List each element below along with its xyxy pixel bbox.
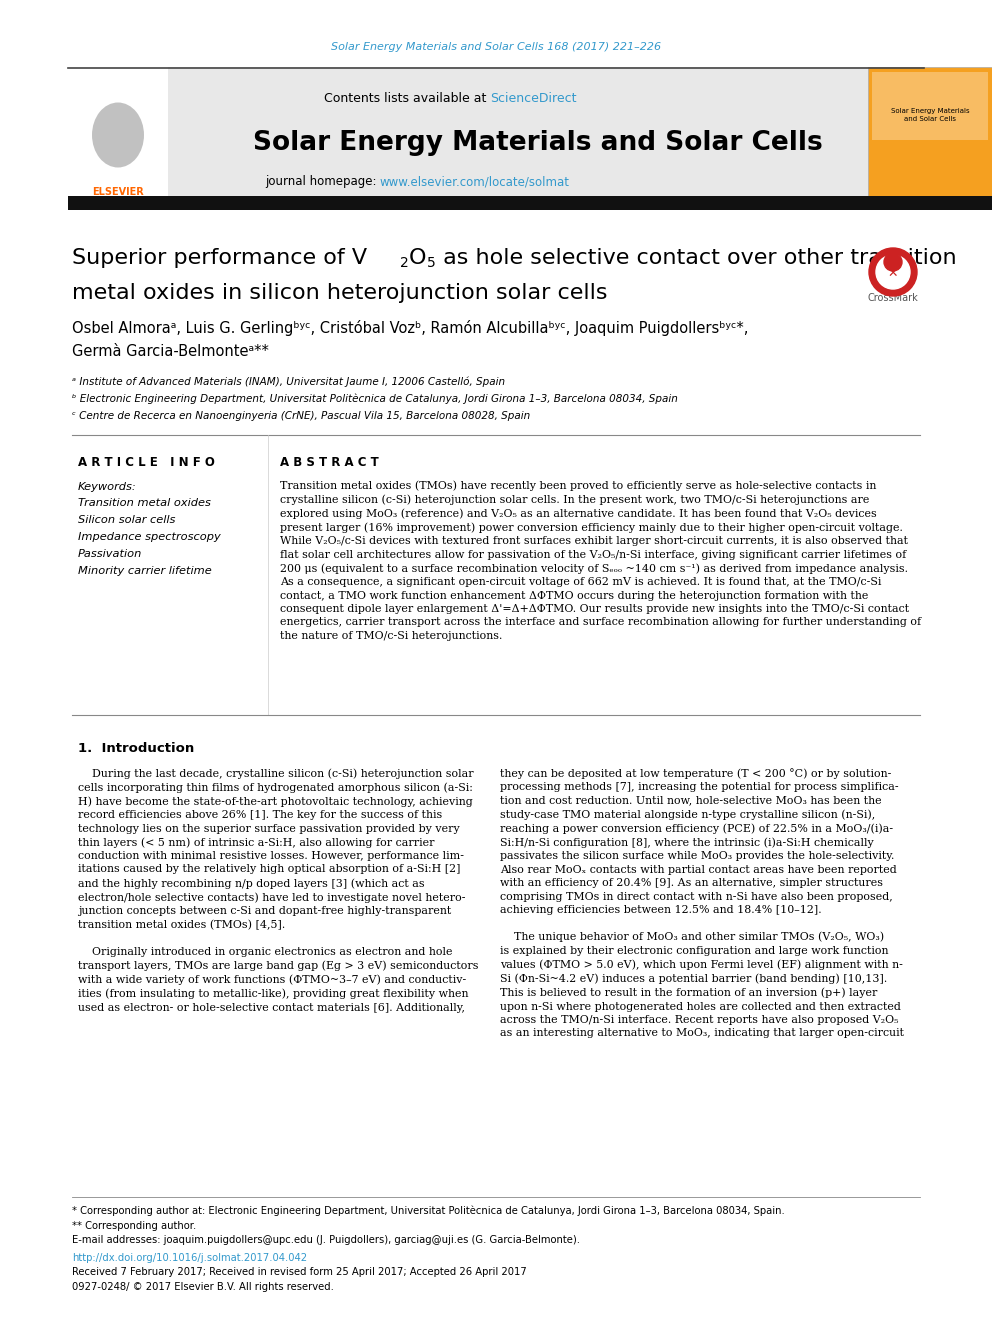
Ellipse shape (92, 102, 144, 168)
Text: A B S T R A C T: A B S T R A C T (280, 455, 379, 468)
Text: www.elsevier.com/locate/solmat: www.elsevier.com/locate/solmat (380, 176, 570, 188)
Text: 1.  Introduction: 1. Introduction (78, 741, 194, 754)
Text: http://dx.doi.org/10.1016/j.solmat.2017.04.042: http://dx.doi.org/10.1016/j.solmat.2017.… (72, 1253, 308, 1263)
Text: During the last decade, crystalline silicon (c-Si) heterojunction solar
cells in: During the last decade, crystalline sili… (78, 767, 478, 1012)
Text: 2: 2 (400, 255, 409, 270)
Circle shape (884, 253, 902, 271)
Text: Transition metal oxides (TMOs) have recently been proved to efficiently serve as: Transition metal oxides (TMOs) have rece… (280, 480, 922, 640)
Text: Transition metal oxides: Transition metal oxides (78, 497, 211, 508)
Bar (168, 67, 908, 200)
Text: as hole selective contact over other transition: as hole selective contact over other tra… (436, 247, 956, 269)
Text: A R T I C L E   I N F O: A R T I C L E I N F O (78, 455, 215, 468)
Text: Contents lists available at: Contents lists available at (323, 91, 490, 105)
Text: 5: 5 (427, 255, 435, 270)
Text: Solar Energy Materials
and Solar Cells: Solar Energy Materials and Solar Cells (891, 108, 969, 122)
Text: ✕: ✕ (888, 266, 898, 279)
Text: Minority carrier lifetime: Minority carrier lifetime (78, 566, 211, 576)
Bar (872, 71, 988, 140)
Bar (68, 67, 168, 200)
Text: O: O (409, 247, 427, 269)
Text: Received 7 February 2017; Received in revised form 25 April 2017; Accepted 26 Ap: Received 7 February 2017; Received in re… (72, 1267, 527, 1277)
Text: CrossMark: CrossMark (868, 292, 919, 303)
Bar (868, 67, 992, 200)
Bar (68, 196, 992, 210)
Text: ELSEVIER: ELSEVIER (92, 187, 144, 197)
Text: journal homepage:: journal homepage: (265, 176, 380, 188)
Text: ᶜ Centre de Recerca en Nanoenginyeria (CrNE), Pascual Vila 15, Barcelona 08028, : ᶜ Centre de Recerca en Nanoenginyeria (C… (72, 411, 531, 421)
Text: ᵇ Electronic Engineering Department, Universitat Politècnica de Catalunya, Jordi: ᵇ Electronic Engineering Department, Uni… (72, 394, 678, 405)
Text: ** Corresponding author.: ** Corresponding author. (72, 1221, 196, 1230)
Text: Keywords:: Keywords: (78, 482, 137, 492)
Text: Osbel Almoraᵃ, Luis G. Gerlingᵇʸᶜ, Cristóbal Vozᵇ, Ramón Alcubillaᵇʸᶜ, Joaquim P: Osbel Almoraᵃ, Luis G. Gerlingᵇʸᶜ, Crist… (72, 320, 748, 336)
Text: 0927-0248/ © 2017 Elsevier B.V. All rights reserved.: 0927-0248/ © 2017 Elsevier B.V. All righ… (72, 1282, 334, 1293)
Text: metal oxides in silicon heterojunction solar cells: metal oxides in silicon heterojunction s… (72, 283, 607, 303)
Circle shape (876, 255, 910, 288)
Text: Solar Energy Materials and Solar Cells: Solar Energy Materials and Solar Cells (253, 130, 823, 156)
Text: Impedance spectroscopy: Impedance spectroscopy (78, 532, 221, 542)
Text: ScienceDirect: ScienceDirect (490, 91, 576, 105)
Text: Silicon solar cells: Silicon solar cells (78, 515, 176, 525)
Text: ᵃ Institute of Advanced Materials (INAM), Universitat Jaume I, 12006 Castelló, S: ᵃ Institute of Advanced Materials (INAM)… (72, 377, 505, 388)
Text: E-mail addresses: joaquim.puigdollers@upc.edu (J. Puigdollers), garciag@uji.es (: E-mail addresses: joaquim.puigdollers@up… (72, 1234, 580, 1245)
Circle shape (869, 247, 917, 296)
Text: they can be deposited at low temperature (T < 200 °C) or by solution-
processing: they can be deposited at low temperature… (500, 767, 904, 1039)
Text: Passivation: Passivation (78, 549, 143, 560)
Text: * Corresponding author at: Electronic Engineering Department, Universitat Politè: * Corresponding author at: Electronic En… (72, 1205, 785, 1216)
Text: Germà Garcia-Belmonteᵃ**: Germà Garcia-Belmonteᵃ** (72, 344, 269, 360)
Text: Solar Energy Materials and Solar Cells 168 (2017) 221–226: Solar Energy Materials and Solar Cells 1… (331, 42, 661, 52)
Text: Superior performance of V: Superior performance of V (72, 247, 367, 269)
